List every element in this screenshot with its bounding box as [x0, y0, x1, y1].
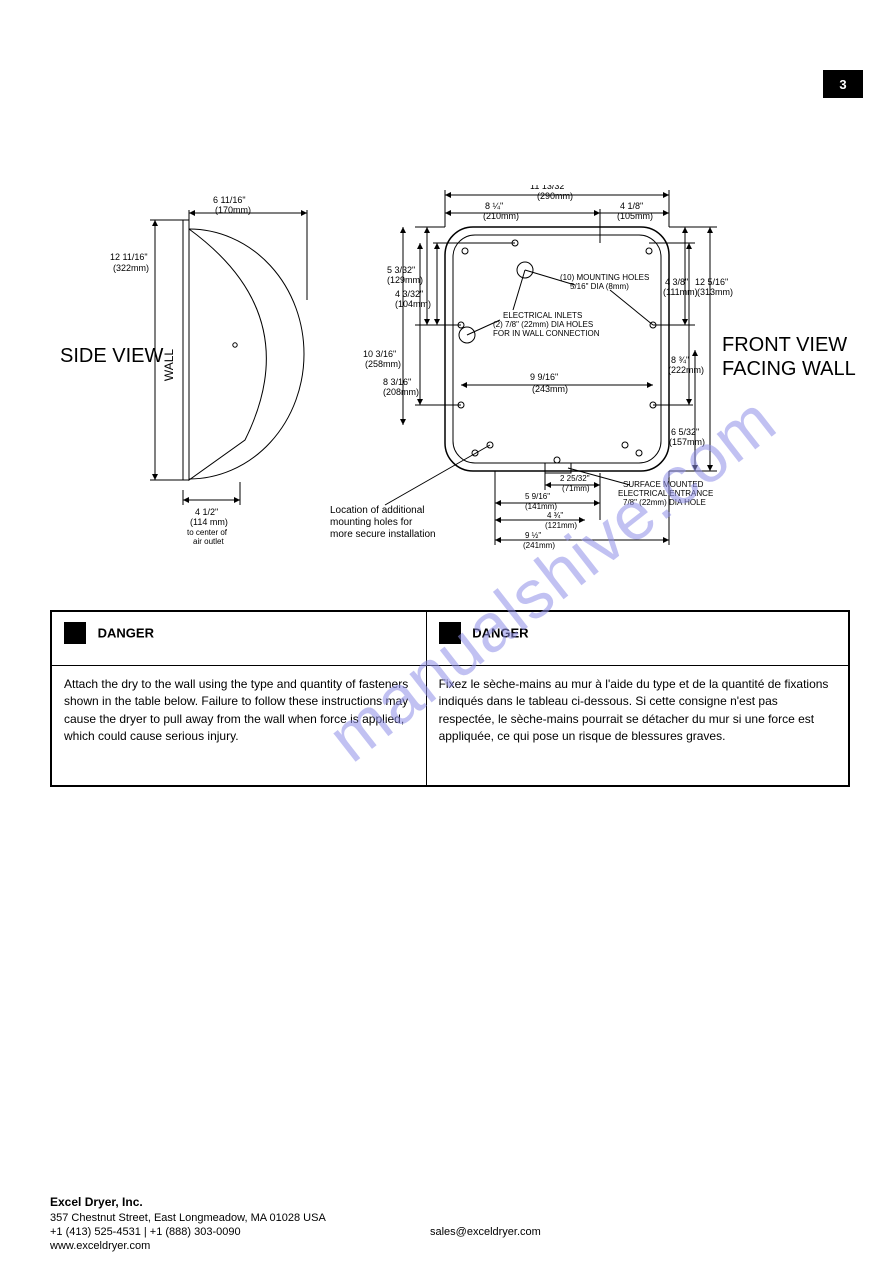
- danger-label-2: DANGER: [472, 626, 528, 641]
- svg-text:ELECTRICAL INLETS: ELECTRICAL INLETS: [503, 311, 582, 320]
- svg-text:6 11/16": 6 11/16": [213, 195, 246, 205]
- svg-text:(241mm): (241mm): [523, 541, 555, 550]
- danger-label-1: DANGER: [98, 626, 154, 641]
- svg-text:4 1/2": 4 1/2": [195, 507, 218, 517]
- warning-icon: [439, 622, 461, 644]
- svg-text:Location of additional: Location of additional: [330, 505, 425, 516]
- svg-text:FOR IN WALL CONNECTION: FOR IN WALL CONNECTION: [493, 329, 600, 338]
- svg-text:(210mm): (210mm): [483, 211, 519, 221]
- svg-text:5/16" DIA (8mm): 5/16" DIA (8mm): [570, 282, 629, 291]
- svg-text:(129mm): (129mm): [387, 275, 423, 285]
- svg-text:WALL: WALL: [162, 349, 176, 382]
- danger-col2-head: DANGER: [426, 612, 848, 666]
- svg-text:9 ½": 9 ½": [525, 531, 541, 540]
- svg-text:8 ¾": 8 ¾": [671, 355, 689, 365]
- svg-text:(258mm): (258mm): [365, 359, 401, 369]
- svg-text:(104mm): (104mm): [395, 299, 431, 309]
- svg-text:(290mm): (290mm): [537, 191, 573, 201]
- svg-text:(322mm): (322mm): [113, 263, 149, 273]
- svg-text:(170mm): (170mm): [215, 205, 251, 215]
- svg-text:10 3/16": 10 3/16": [363, 349, 396, 359]
- svg-text:(2) 7/8" (22mm) DIA HOLES: (2) 7/8" (22mm) DIA HOLES: [493, 320, 593, 329]
- svg-text:8 3/16": 8 3/16": [383, 377, 411, 387]
- footer-address: 357 Chestnut Street, East Longmeadow, MA…: [50, 1212, 850, 1224]
- svg-text:9 9/16": 9 9/16": [530, 372, 558, 382]
- svg-text:(243mm): (243mm): [532, 384, 568, 394]
- svg-text:(208mm): (208mm): [383, 387, 419, 397]
- svg-text:12 5/16": 12 5/16": [695, 277, 728, 287]
- footer-web: www.exceldryer.com: [50, 1240, 850, 1252]
- svg-text:air outlet: air outlet: [193, 537, 224, 546]
- svg-text:(71mm): (71mm): [562, 484, 590, 493]
- svg-text:7/8" (22mm) DIA HOLE: 7/8" (22mm) DIA HOLE: [623, 498, 706, 507]
- svg-text:12 11/16": 12 11/16": [110, 252, 148, 262]
- technical-diagram: WALL 6 11/16" (170mm) 12 11/16" (322mm) …: [55, 185, 855, 575]
- svg-text:5 9/16": 5 9/16": [525, 492, 550, 501]
- diagram-svg: WALL 6 11/16" (170mm) 12 11/16" (322mm) …: [55, 185, 855, 575]
- danger-col1-body: Attach the dry to the wall using the typ…: [52, 666, 427, 786]
- page-number-value: 3: [839, 77, 846, 92]
- svg-text:4 3/32": 4 3/32": [395, 289, 423, 299]
- footer-company: Excel Dryer, Inc.: [50, 1195, 850, 1209]
- front-view-drawing: (10) MOUNTING HOLES 5/16" DIA (8mm) ELEC…: [330, 185, 733, 550]
- danger-col2-body: Fixez le sèche-mains au mur à l'aide du …: [426, 666, 848, 786]
- page-number: 3: [823, 70, 863, 98]
- svg-text:4 ¾": 4 ¾": [547, 511, 563, 520]
- danger-col1-head: DANGER: [52, 612, 427, 666]
- svg-text:(105mm): (105mm): [617, 211, 653, 221]
- svg-text:(121mm): (121mm): [545, 521, 577, 530]
- svg-text:(157mm): (157mm): [669, 437, 705, 447]
- footer-email: sales@exceldryer.com: [430, 1226, 850, 1238]
- svg-text:(10) MOUNTING HOLES: (10) MOUNTING HOLES: [560, 273, 649, 282]
- svg-text:5 3/32": 5 3/32": [387, 265, 415, 275]
- svg-text:more secure installation: more secure installation: [330, 529, 436, 540]
- svg-text:(114 mm): (114 mm): [190, 517, 228, 527]
- svg-text:4 1/8": 4 1/8": [620, 201, 643, 211]
- svg-text:6 5/32": 6 5/32": [671, 427, 699, 437]
- svg-text:(141mm): (141mm): [525, 502, 557, 511]
- side-view-drawing: WALL 6 11/16" (170mm) 12 11/16" (322mm) …: [110, 195, 307, 546]
- svg-text:8 ¼": 8 ¼": [485, 201, 503, 211]
- svg-text:(313mm): (313mm): [697, 287, 733, 297]
- svg-text:4 3/8": 4 3/8": [665, 277, 688, 287]
- svg-text:mounting holes for: mounting holes for: [330, 517, 413, 528]
- danger-table: DANGER DANGER Attach the dry to the wall…: [50, 610, 850, 787]
- warning-icon: [64, 622, 86, 644]
- svg-text:(111mm): (111mm): [663, 287, 698, 297]
- svg-text:ELECTRICAL ENTRANCE: ELECTRICAL ENTRANCE: [618, 489, 713, 498]
- svg-text:(222mm): (222mm): [668, 365, 704, 375]
- svg-text:to center of: to center of: [187, 528, 228, 537]
- svg-text:SURFACE MOUNTED: SURFACE MOUNTED: [623, 480, 704, 489]
